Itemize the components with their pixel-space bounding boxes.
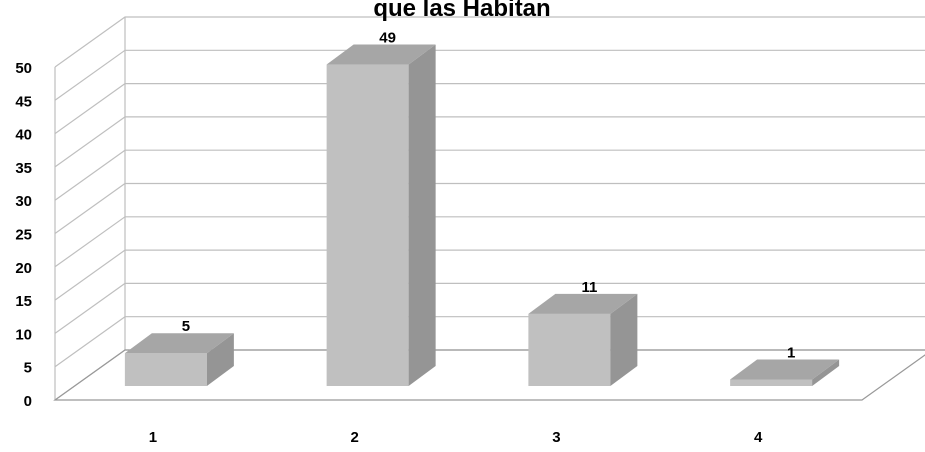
y-tick-label: 45 (15, 93, 32, 110)
x-tick-label: 2 (350, 429, 358, 446)
y-tick-label: 50 (15, 60, 32, 77)
bar-front-1 (124, 353, 207, 386)
bar-side-4 (812, 359, 840, 386)
bar-front-3 (528, 313, 611, 386)
y-tick-label: 30 (15, 193, 32, 210)
bar-side-1 (206, 333, 234, 386)
y-tick-label: 0 (24, 393, 32, 410)
gridline (54, 249, 925, 301)
y-tick-label: 20 (15, 260, 32, 277)
y-tick-label: 10 (15, 326, 32, 343)
x-tick-label: 1 (149, 429, 157, 446)
y-tick-label: 40 (15, 127, 32, 144)
floor-outline (53, 349, 925, 401)
data-label-1: 5 (182, 318, 190, 335)
chart-title: que las Habitan (373, 0, 550, 22)
bar-top-2 (326, 44, 436, 65)
gridline (54, 82, 925, 135)
gridline (54, 216, 925, 268)
y-tick-label: 35 (15, 160, 32, 177)
gridline (54, 149, 925, 201)
x-tick-label: 4 (754, 429, 763, 446)
data-label-4: 1 (787, 344, 795, 361)
y-tick-label: 5 (24, 360, 32, 377)
bar-front-4 (730, 379, 813, 386)
gridlines (54, 16, 925, 401)
x-axis-categories: 1 2 3 4 (149, 429, 763, 446)
bar-top-1 (124, 333, 234, 354)
y-axis-ticks: 0 5 10 15 20 25 30 35 40 45 50 (15, 60, 32, 410)
data-label-3: 11 (581, 279, 597, 296)
gridline (54, 182, 925, 234)
bar-side-2 (408, 44, 436, 386)
data-label-2: 49 (379, 30, 396, 47)
bar-top-3 (528, 293, 638, 314)
gridline (54, 116, 925, 168)
bar-side-3 (610, 293, 638, 386)
x-tick-label: 3 (552, 429, 560, 446)
y-tick-label: 15 (15, 293, 32, 310)
bars (124, 44, 840, 386)
y-tick-label: 25 (15, 227, 32, 244)
chart-floor (53, 349, 925, 401)
bar-front-2 (326, 64, 409, 386)
gridline (54, 16, 925, 68)
gridline (54, 49, 925, 101)
bar-top-4 (730, 359, 840, 380)
